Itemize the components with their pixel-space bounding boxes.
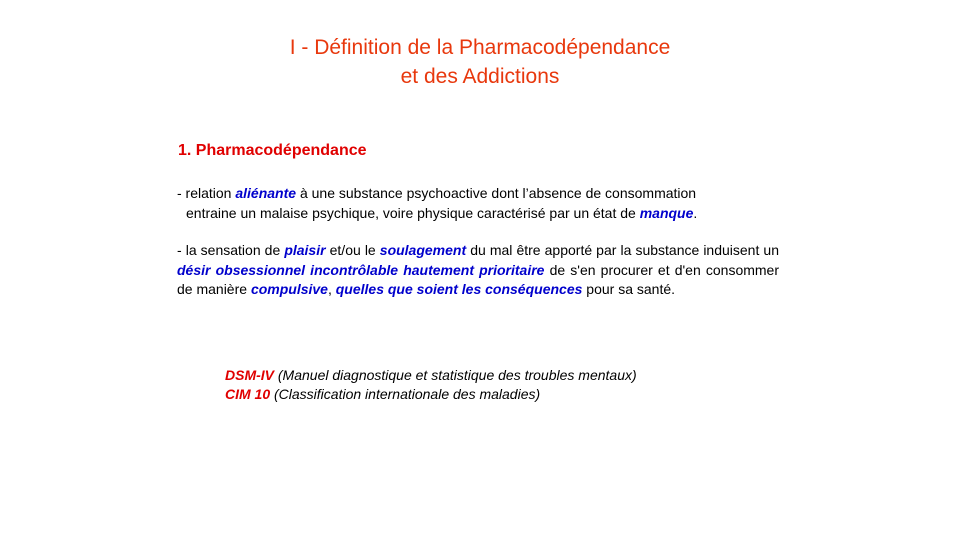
text: de s'en procurer et d'en consommer de ma… (177, 261, 779, 298)
slide-title-line-2: et des Addictions (400, 65, 560, 88)
text: du mal être apporté par la substance ind… (466, 242, 779, 258)
classification-references: DSM-IV (Manuel diagnostique et statistiq… (225, 366, 637, 403)
emphasis-plaisir: plaisir (284, 242, 326, 258)
emphasis-compulsive: compulsive (250, 281, 328, 297)
emphasis-desir: désir obsessionnel incontrôlable hauteme… (177, 261, 545, 278)
paragraph-1-line-2: entraine un malaise psychique, voire phy… (177, 204, 779, 224)
emphasis-consequences: quelles que soient les conséquences (335, 281, 583, 297)
definition-paragraph-1: - relation aliénante à une substance psy… (177, 184, 779, 223)
text: à une substance psychoactive dont l’abse… (296, 185, 697, 201)
slide-title-line-1: I - Définition de la Pharmacodépendance (289, 36, 671, 59)
text: - relation (177, 185, 236, 201)
reference-cim-10: CIM 10 (Classification internationale de… (225, 385, 637, 404)
text: et/ou le (325, 242, 380, 258)
emphasis-alienante: aliénante (235, 185, 297, 201)
reference-code: DSM-IV (225, 367, 274, 383)
reference-description: (Classification internationale des malad… (270, 385, 541, 402)
text: . (693, 204, 698, 221)
emphasis-soulagement: soulagement (379, 242, 467, 258)
reference-code: CIM 10 (225, 385, 271, 402)
emphasis-manque: manque (639, 204, 694, 221)
text: entraine un malaise psychique, voire phy… (186, 204, 640, 221)
definition-paragraph-2: - la sensation de plaisir et/ou le soula… (177, 241, 779, 300)
text: , (327, 281, 336, 297)
section-heading: 1. Pharmacodépendance (178, 142, 367, 159)
text: - la sensation de (177, 242, 285, 258)
slide-title: I - Définition de la Pharmacodépendance … (0, 33, 960, 91)
reference-dsm-iv: DSM-IV (Manuel diagnostique et statistiq… (225, 366, 637, 385)
reference-description: (Manuel diagnostique et statistique des … (274, 367, 637, 383)
text: pour sa santé. (582, 281, 676, 297)
